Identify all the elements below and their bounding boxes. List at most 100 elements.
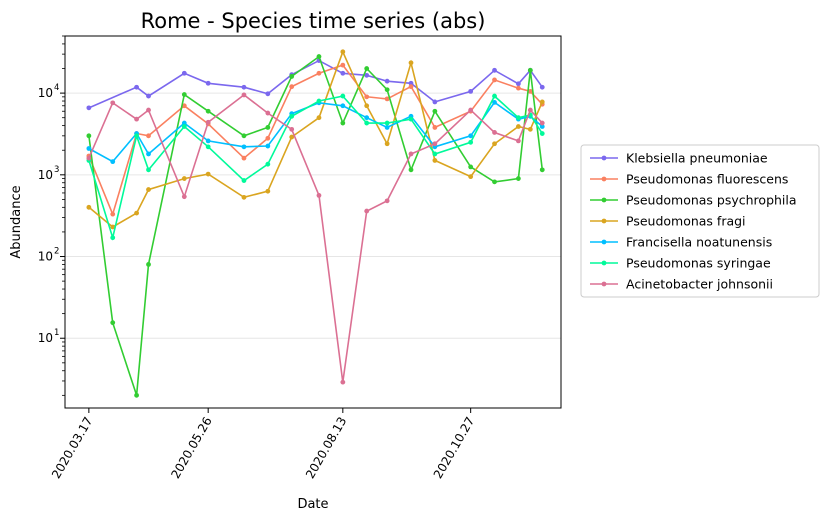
- data-point-acinetobacter-johnsonii: [110, 100, 116, 106]
- data-point-francisella-noatunensis: [539, 124, 545, 129]
- data-point-pseudomonas-syringae: [205, 144, 211, 150]
- data-point-pseudomonas-fragi: [146, 187, 151, 192]
- data-point-klebsiella-pneumoniae: [408, 80, 414, 86]
- data-point-pseudomonas-syringae: [432, 151, 438, 157]
- data-point-francisella-noatunensis: [265, 143, 271, 149]
- data-point-pseudomonas-fragi: [492, 141, 497, 147]
- data-point-pseudomonas-psychrophila: [515, 176, 521, 181]
- series-line-pseudomonas-fluorescens: [88, 64, 543, 217]
- y-axis-label: Abundance: [9, 185, 24, 258]
- x-tick-label: 2020.08.13: [303, 415, 349, 482]
- data-point-pseudomonas-psychrophila: [432, 108, 438, 114]
- legend-marker-pseudomonas-syringae: [601, 260, 607, 266]
- data-point-acinetobacter-johnsonii: [205, 119, 211, 125]
- legend-marker-pseudomonas-fluorescens: [601, 176, 607, 182]
- data-point-pseudomonas-syringae: [515, 115, 521, 121]
- data-point-pseudomonas-fluorescens: [241, 155, 247, 161]
- data-point-pseudomonas-psychrophila: [468, 164, 474, 170]
- data-point-pseudomonas-syringae: [289, 113, 295, 119]
- chart-title: Rome - Species time series (abs): [141, 9, 486, 33]
- data-point-pseudomonas-fragi: [515, 124, 521, 129]
- data-point-pseudomonas-fragi: [364, 103, 370, 109]
- legend-label-pseudomonas-syringae: Pseudomonas syringae: [626, 256, 771, 271]
- data-point-pseudomonas-syringae: [265, 161, 271, 167]
- x-axis-label: Date: [297, 497, 328, 512]
- data-point-pseudomonas-psychrophila: [205, 108, 211, 114]
- data-point-acinetobacter-johnsonii: [134, 116, 139, 122]
- data-point-pseudomonas-fragi: [527, 126, 533, 132]
- data-point-pseudomonas-psychrophila: [539, 167, 545, 173]
- legend-label-pseudomonas-fragi: Pseudomonas fragi: [626, 214, 746, 229]
- data-point-acinetobacter-johnsonii: [265, 110, 271, 116]
- data-point-pseudomonas-fluorescens: [384, 96, 390, 102]
- data-point-acinetobacter-johnsonii: [515, 138, 521, 144]
- series-lines: [86, 49, 545, 398]
- data-point-pseudomonas-psychrophila: [289, 74, 295, 79]
- data-point-pseudomonas-fluorescens: [289, 84, 295, 90]
- data-point-francisella-noatunensis: [384, 125, 390, 130]
- y-tick-exponent: 1: [54, 328, 59, 338]
- legend-label-pseudomonas-fluorescens: Pseudomonas fluorescens: [626, 172, 788, 187]
- data-point-pseudomonas-fragi: [205, 171, 211, 177]
- legend-marker-francisella-noatunensis: [601, 239, 607, 245]
- data-point-pseudomonas-syringae: [146, 167, 151, 173]
- data-point-pseudomonas-fluorescens: [265, 135, 271, 141]
- data-point-pseudomonas-fragi: [316, 115, 322, 121]
- y-tick-exponent: 3: [54, 165, 59, 175]
- x-tick-label: 2020.05.26: [168, 415, 214, 482]
- y-tick-label: 10: [38, 250, 53, 264]
- data-point-pseudomonas-fragi: [86, 204, 92, 210]
- data-point-klebsiella-pneumoniae: [468, 88, 474, 94]
- data-point-pseudomonas-fluorescens: [364, 94, 370, 100]
- data-point-pseudomonas-fragi: [468, 174, 474, 180]
- data-point-acinetobacter-johnsonii: [364, 208, 370, 214]
- data-point-acinetobacter-johnsonii: [86, 155, 92, 161]
- data-point-klebsiella-pneumoniae: [384, 78, 390, 84]
- data-point-pseudomonas-fragi: [432, 158, 438, 163]
- data-point-pseudomonas-syringae: [539, 131, 545, 136]
- data-point-klebsiella-pneumoniae: [492, 67, 497, 73]
- x-tick-label: 2020.10.27: [431, 415, 477, 482]
- data-point-acinetobacter-johnsonii: [527, 107, 533, 113]
- data-point-pseudomonas-syringae: [181, 124, 187, 129]
- data-point-acinetobacter-johnsonii: [432, 141, 438, 147]
- data-point-pseudomonas-psychrophila: [134, 392, 139, 398]
- data-point-pseudomonas-psychrophila: [316, 54, 322, 59]
- legend-label-pseudomonas-psychrophila: Pseudomonas psychrophila: [626, 193, 797, 208]
- data-point-pseudomonas-psychrophila: [492, 179, 497, 185]
- data-point-pseudomonas-psychrophila: [408, 167, 414, 173]
- data-point-pseudomonas-psychrophila: [110, 320, 116, 326]
- data-point-klebsiella-pneumoniae: [205, 80, 211, 86]
- data-point-pseudomonas-psychrophila: [181, 92, 187, 97]
- x-tick-label: 2020.03.17: [49, 415, 95, 482]
- data-point-francisella-noatunensis: [146, 151, 151, 157]
- data-point-pseudomonas-psychrophila: [527, 67, 533, 73]
- data-point-klebsiella-pneumoniae: [181, 70, 187, 76]
- legend-frame: [580, 144, 820, 298]
- data-point-pseudomonas-syringae: [110, 235, 116, 241]
- data-point-acinetobacter-johnsonii: [468, 107, 474, 113]
- data-point-acinetobacter-johnsonii: [181, 194, 187, 200]
- data-point-pseudomonas-fragi: [408, 60, 414, 66]
- data-point-pseudomonas-syringae: [384, 120, 390, 126]
- legend-marker-pseudomonas-fragi: [601, 218, 607, 224]
- series-line-pseudomonas-syringae: [88, 94, 543, 241]
- data-point-pseudomonas-syringae: [134, 133, 139, 139]
- data-point-pseudomonas-fragi: [384, 141, 390, 147]
- legend: Klebsiella pneumoniae Pseudomonas fluores…: [580, 144, 820, 298]
- data-point-francisella-noatunensis: [241, 144, 247, 150]
- data-point-pseudomonas-fluorescens: [110, 211, 116, 217]
- data-point-acinetobacter-johnsonii: [492, 130, 497, 135]
- data-point-pseudomonas-syringae: [468, 139, 474, 145]
- data-point-klebsiella-pneumoniae: [340, 70, 346, 76]
- y-tick-label: 10: [38, 168, 53, 182]
- data-point-acinetobacter-johnsonii: [289, 126, 295, 132]
- data-point-klebsiella-pneumoniae: [539, 84, 545, 90]
- data-point-acinetobacter-johnsonii: [539, 120, 545, 126]
- data-point-pseudomonas-syringae: [340, 93, 346, 99]
- data-point-pseudomonas-fragi: [134, 210, 139, 216]
- data-point-pseudomonas-fluorescens: [432, 125, 438, 130]
- series-line-acinetobacter-johnsonii: [88, 93, 543, 383]
- data-point-acinetobacter-johnsonii: [408, 151, 414, 157]
